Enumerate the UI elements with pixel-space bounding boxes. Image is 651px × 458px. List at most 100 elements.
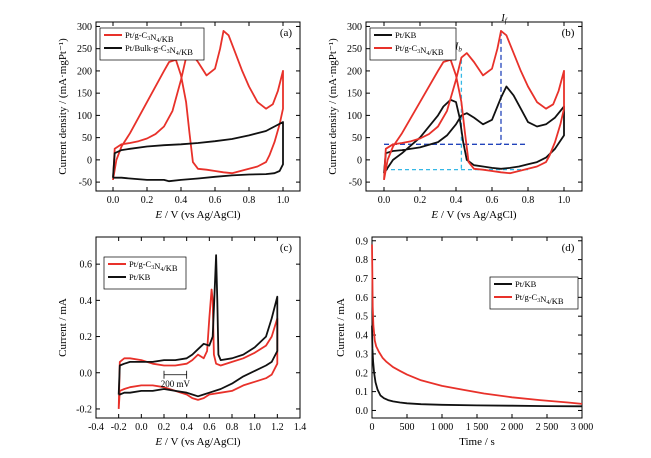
- x-axis-label-text: / V (vs Ag/AgCl): [162, 436, 241, 448]
- y-tick-label: 0: [87, 155, 92, 166]
- y-tick-label: 0.4: [80, 296, 93, 307]
- y-tick-label: 200: [77, 66, 92, 77]
- panel-label: (c): [280, 242, 293, 254]
- y-tick-label: 0.4: [356, 331, 369, 342]
- x-axis-label: E / V (vs Ag/AgCl): [154, 209, 241, 221]
- y-tick-label: 0.0: [356, 406, 369, 417]
- x-tick-label: 1.0: [558, 195, 571, 206]
- legend-box: [103, 256, 187, 290]
- series-line-1: [112, 30, 284, 181]
- legend-box: [99, 27, 205, 61]
- y-tick-label: 0.3: [356, 349, 369, 360]
- x-tick-label: 2 000: [501, 422, 524, 433]
- x-tick-label: 1.0: [248, 422, 261, 433]
- plot-frame: [95, 21, 301, 192]
- series-line-2: [112, 121, 284, 183]
- legend-box: [489, 276, 579, 310]
- legend-text: N: [150, 32, 156, 42]
- x-tick-label: 2 500: [536, 422, 559, 433]
- legend-text: /KB: [429, 47, 444, 57]
- legend-subscript: 4: [176, 51, 179, 57]
- legend-subscript: 4: [156, 38, 159, 44]
- legend-text: Pt/KB: [129, 272, 151, 282]
- legend-text: N: [420, 45, 426, 55]
- x-axis-label-symbol: E: [430, 209, 438, 221]
- x-axis-label-text: / V (vs Ag/AgCl): [162, 209, 241, 221]
- chart-panel-3: -0.4 -0.2 0.0 0.2 0.4 0.6 0.8 1.0 1.2 1.4 -0.2 0.0 0…: [57, 236, 306, 448]
- legend-text: /KB: [163, 263, 178, 273]
- y-axis-label: Current density / (mA·mgPt⁻¹): [57, 38, 69, 175]
- legend-label: Pt/g-C3N4/KB: [129, 259, 178, 273]
- x-tick-label: 1.2: [271, 422, 284, 433]
- x-tick-label: 0.4: [450, 195, 463, 206]
- y-tick-label: 0: [357, 155, 362, 166]
- x-tick-label: 0.0: [135, 422, 148, 433]
- x-tick-label: 3 000: [571, 422, 594, 433]
- y-tick-label: 0.2: [80, 332, 93, 343]
- y-axis-label: Current / mA: [335, 298, 347, 357]
- x-tick-label: 0.2: [158, 422, 171, 433]
- y-tick-label: 50: [82, 133, 92, 144]
- x-tick-label: 0.2: [141, 195, 154, 206]
- legend-subscript: 3: [537, 298, 540, 304]
- scale-bar-label: 200 mV: [161, 379, 191, 389]
- y-axis-label: Current / mA: [57, 298, 69, 357]
- x-tick-label: 0.6: [209, 195, 222, 206]
- legend-subscript: 4: [426, 51, 429, 57]
- legend-label: Pt/Bulk-g-C3N4/KB: [125, 43, 193, 57]
- series-line-1: [383, 85, 565, 174]
- y-tick-label: 300: [347, 22, 362, 33]
- x-axis-label-symbol: E: [154, 436, 162, 448]
- x-tick-label: 500: [400, 422, 415, 433]
- y-tick-label: 0.6: [80, 260, 93, 271]
- x-tick-label: 0.8: [522, 195, 535, 206]
- chart-panel-4: 0 500 1 000 1 500 2 000 2 500 3 000 0.0 0.1 0.2 0.…: [335, 236, 593, 448]
- legend-text: Pt/g-C: [125, 30, 148, 40]
- x-tick-label: 1.0: [277, 195, 290, 206]
- y-tick-label: 0.9: [356, 236, 369, 247]
- x-tick-label: 0.4: [175, 195, 188, 206]
- x-axis-label-text: / V (vs Ag/AgCl): [438, 209, 517, 221]
- y-tick-label: -50: [349, 178, 362, 189]
- legend-text: /KB: [549, 296, 564, 306]
- x-tick-label: 0.8: [243, 195, 256, 206]
- y-tick-label: 0.0: [80, 368, 93, 379]
- x-axis-label: E / V (vs Ag/AgCl): [430, 209, 517, 221]
- legend-text: Pt/g-C: [395, 43, 418, 53]
- legend-subscript: 3: [151, 265, 154, 271]
- legend-text: N: [170, 45, 176, 55]
- panel-label: (a): [280, 27, 293, 39]
- y-tick-label: 0.5: [356, 312, 369, 323]
- x-tick-label: 0.2: [414, 195, 427, 206]
- x-tick-label: 0.6: [486, 195, 499, 206]
- series-line-1: [371, 325, 583, 408]
- x-tick-label: 0: [370, 422, 375, 433]
- x-axis-label-symbol: E: [154, 209, 162, 221]
- legend-text: Pt/Bulk-g-C: [125, 43, 167, 53]
- y-tick-label: 100: [77, 111, 92, 122]
- plot-frame: [365, 21, 583, 192]
- y-tick-label: 200: [347, 66, 362, 77]
- x-tick-label: 0.0: [378, 195, 391, 206]
- panel-label: (d): [562, 242, 575, 254]
- legend-subscript: 3: [147, 36, 150, 42]
- legend-label: Pt/g-C3N4/KB: [395, 43, 444, 57]
- x-tick-label: 0.4: [180, 422, 193, 433]
- x-tick-label: 1 000: [431, 422, 454, 433]
- series-line-2: [383, 30, 565, 181]
- y-tick-label: 150: [77, 89, 92, 100]
- x-tick-label: 1 500: [466, 422, 489, 433]
- x-tick-label: 0.6: [203, 422, 216, 433]
- legend-subscript: 4: [160, 267, 163, 273]
- y-axis-label: Current density / (mA·mgPt⁻¹): [327, 38, 339, 175]
- y-tick-label: 300: [77, 22, 92, 33]
- legend-text: /KB: [159, 34, 174, 44]
- x-tick-label: -0.4: [88, 422, 104, 433]
- plot-frame: [95, 236, 301, 419]
- plot-frame: [371, 236, 583, 419]
- legend-subscript: 3: [167, 49, 170, 55]
- y-tick-label: 150: [347, 89, 362, 100]
